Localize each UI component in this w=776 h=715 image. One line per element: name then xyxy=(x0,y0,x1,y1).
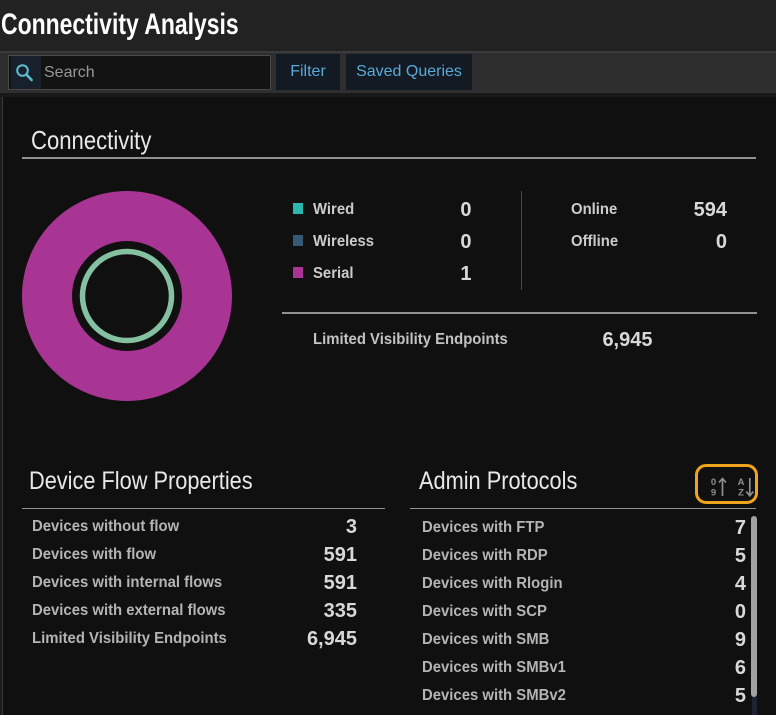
svg-text:9: 9 xyxy=(710,488,715,499)
svg-text:A: A xyxy=(737,477,744,488)
svg-text:Z: Z xyxy=(738,488,744,499)
svg-text:0: 0 xyxy=(710,477,715,488)
